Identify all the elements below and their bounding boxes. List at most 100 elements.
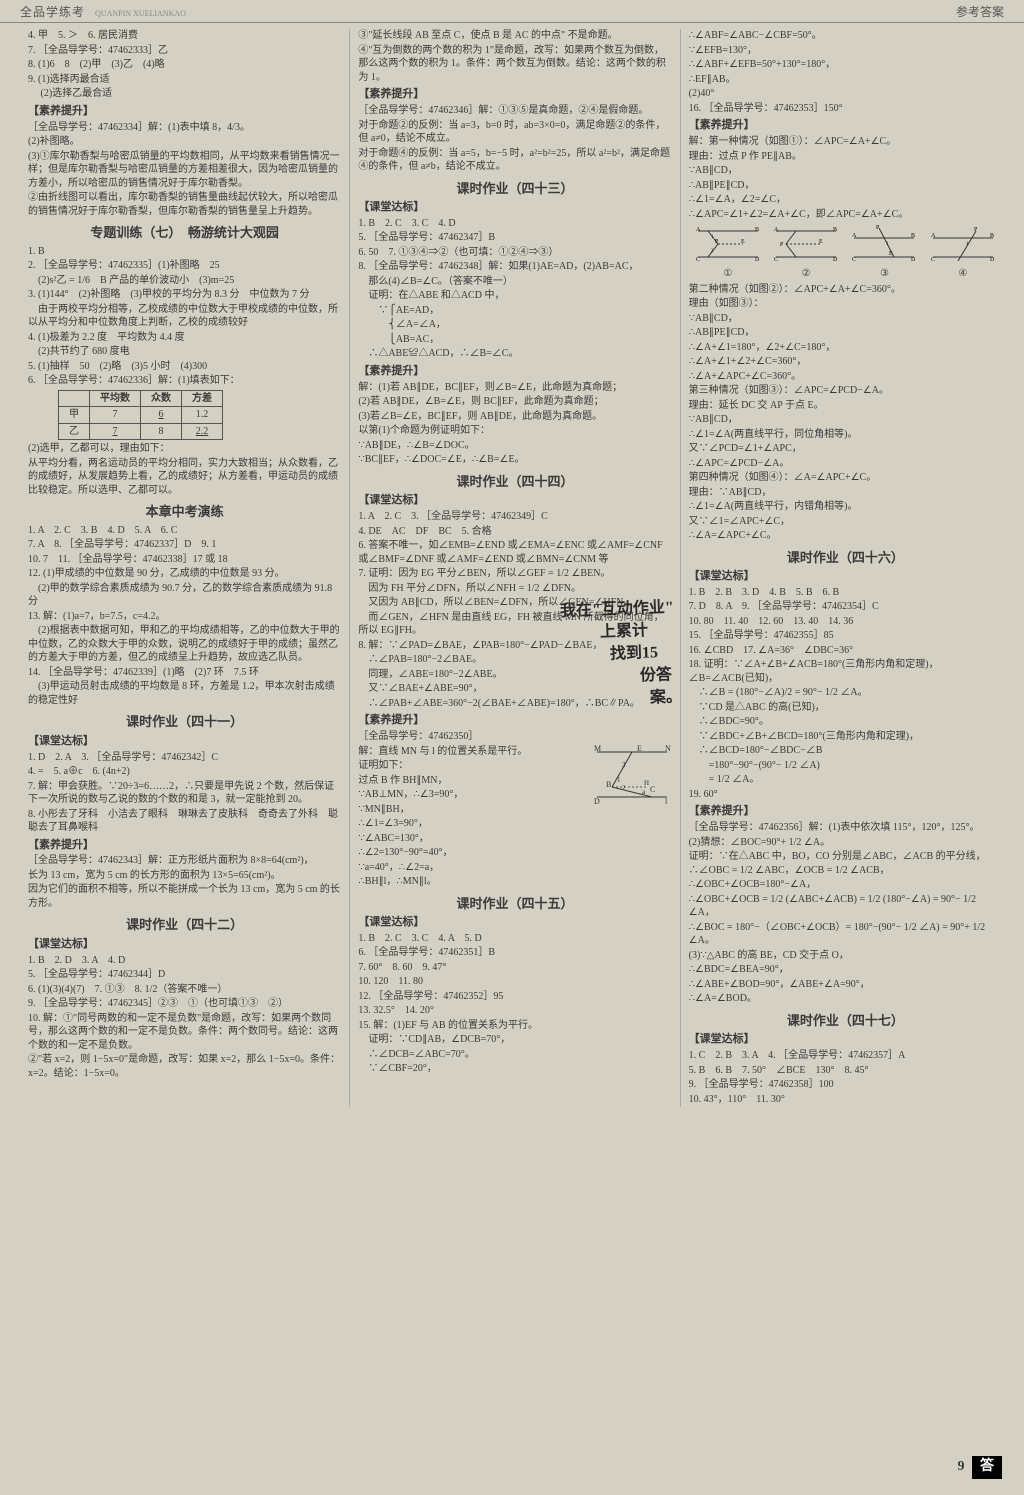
brand-pinyin: QUANPIN XUELIANKAO [95, 9, 186, 18]
text-line: 理由（如图③）： [689, 297, 1002, 311]
text-line: 10. 7 11. ［全品导学号：47462338］17 或 18 [28, 553, 341, 567]
handwriting-line5: 案。 [650, 687, 683, 707]
svg-text:3: 3 [622, 761, 626, 769]
text-line: 14. ［全品导学号：47462339］(1)略 (2)7 环 7.5 环 [28, 666, 341, 680]
c1-block3: 1. B2. ［全品导学号：47462335］(1)补图略 25 (2)s²乙 … [28, 245, 341, 388]
text-line: ∴∠BDC=∠BEA=90°， [689, 963, 1002, 977]
text-line: ［全品导学号：47462356］解：(1)表中依次填 115°，120°，125… [689, 821, 1002, 835]
c1-block8: 1. B 2. D 3. A 4. D5. ［全品导学号：47462344］D6… [28, 954, 341, 1081]
cell: 1.2 [182, 407, 223, 424]
text-line: 第二种情况（如图②）：∠APC+∠A+∠C=360°。 [689, 283, 1002, 297]
text-line: 证明：在△ABE 和△ACD 中， [358, 289, 671, 303]
text-line: 那么(4)∠B=∠C。（答案不唯一） [358, 275, 671, 289]
text-line: 第四种情况（如图④）：∠A=∠APC+∠C。 [689, 471, 1002, 485]
c2-sub1: 【素养提升】 [358, 87, 671, 102]
cell: 6 [141, 407, 182, 424]
text-line: ∵∠EFB=130°， [689, 44, 1002, 58]
diagram-2-icon: AB CD PE [771, 223, 841, 265]
text-line: 解：第一种情况（如图①）：∠APC=∠A+∠C。 [689, 135, 1002, 149]
c2-title3: 课时作业（四十五） [358, 895, 671, 913]
text-line: ∴AB∥PE∥CD， [689, 326, 1002, 340]
text-line: 16. ∠CBD 17. ∠A=36° ∠DBC=36° [689, 644, 1002, 658]
text-line: 3. (1)144° (2)补图略 (3)甲校的平均分为 8.3 分 中位数为 … [28, 288, 341, 302]
svg-text:E: E [819, 239, 823, 245]
c3-title1: 课时作业（四十六） [689, 549, 1002, 567]
svg-text:C: C [931, 257, 935, 263]
svg-text:E: E [637, 744, 642, 753]
column-1: 4. 甲 5. ＞ 6. 居民消费7. ［全品导学号：47462333］乙8. … [20, 29, 350, 1107]
text-line: (2)若 AB∥DE，∠B=∠E，则 BC∥EF，此命题为真命题； [358, 395, 671, 409]
text-line: ④"互为倒数的两个数的积为 1"是命题，改写：如果两个数互为倒数，那么这两个数的… [358, 44, 671, 85]
text-line: 1. B 2. C 3. C 4. D [358, 217, 671, 231]
svg-text:M: M [594, 744, 601, 753]
text-line: ∴∠OBC+∠OCB = 1/2 (∠ABC+∠ACB) = 1/2 (180°… [689, 893, 1002, 920]
svg-text:D: D [990, 257, 995, 263]
text-line: 1. B 2. D 3. A 4. D [28, 954, 341, 968]
c1-title4: 课时作业（四十二） [28, 916, 341, 934]
text-line: 9. (1)选择丙最合适 [28, 73, 341, 87]
text-line: ∴∠A+∠APC+∠C=360°。 [689, 370, 1002, 384]
svg-text:E: E [741, 239, 745, 245]
text-line: 10. 80 11. 40 12. 60 13. 40 14. 36 [689, 615, 1002, 629]
text-line: = 1/2 ∠A。 [689, 773, 1002, 787]
text-line: 8. ［全品导学号：47462348］解：如果(1)AE=AD，(2)AB=AC… [358, 260, 671, 274]
c1-block5: 1. A 2. C 3. B 4. D 5. A 6. C7. A 8. ［全品… [28, 524, 341, 708]
text-line: 5. ［全品导学号：47462344］D [28, 968, 341, 982]
label-1: ① [723, 267, 732, 281]
c3-block5: ［全品导学号：47462356］解：(1)表中依次填 115°，120°，125… [689, 821, 1002, 1006]
c3-sub1: 【素养提升】 [689, 118, 1002, 133]
text-line: ⎩AB=AC， [358, 333, 671, 347]
header-right: 参考答案 [956, 4, 1004, 20]
svg-text:N: N [665, 744, 671, 753]
c1-block6: 1. D 2. A 3. ［全品导学号：47462342］C4. = 5. a⊕… [28, 751, 341, 835]
svg-text:C: C [650, 785, 655, 794]
label-3: ③ [880, 267, 889, 281]
diagram-1-icon: AB CD PE 12 [693, 223, 763, 265]
text-line: 4. = 5. a⊕c 6. (4n+2) [28, 765, 341, 779]
label-2: ② [802, 267, 811, 281]
text-line: (2)选甲，乙都可以，理由如下： [28, 442, 341, 456]
c2-block3: 1. B 2. C 3. C 4. D5. ［全品导学号：47462347］B6… [358, 217, 671, 361]
text-line: ∵∠BDC+∠B+∠BCD=180°(三角形内角和定理)， [689, 730, 1002, 744]
text-line: ∴∠A=∠BOD。 [689, 992, 1002, 1006]
text-line: ∵CD 是△ABC 的高(已知)， [689, 701, 1002, 715]
text-line: (2)根据表中数据可知，甲和乙的平均成绩相等，乙的中位数大于甲的中位数，乙的众数… [28, 624, 341, 665]
text-line: 15. ［全品导学号：47462355］85 [689, 629, 1002, 643]
cell: 7 [90, 407, 141, 424]
text-line: ［全品导学号：47462346］解：①③⑤是真命题，②④是假命题。 [358, 104, 671, 118]
c3-title2: 课时作业（四十七） [689, 1012, 1002, 1030]
c2-title1: 课时作业（四十三） [358, 180, 671, 198]
c1-title2: 本章中考演练 [28, 503, 341, 521]
text-line: 7. 证明：因为 EG 平分∠BEN，所以∠GEF = 1/2 ∠BEN。 [358, 567, 671, 581]
text-line: ∴∠2=130°−90°=40°， [358, 846, 593, 860]
text-line: (3)①库尔勒香梨与哈密瓜销量的平均数相同，从平均数来看销售情况一样；但是库尔勒… [28, 150, 341, 191]
text-line: 9. ［全品导学号：47462345］②③ ①（也可填①③ ②） [28, 997, 341, 1011]
text-line: 理由：过点 P 作 PE∥AB。 [689, 150, 1002, 164]
svg-text:A: A [852, 233, 857, 239]
text-line: ∵⎧AE=AD， [358, 304, 671, 318]
svg-text:A: A [774, 227, 779, 233]
svg-text:l: l [665, 797, 668, 806]
text-line: ∵AB∥DE，∴∠B=∠DOC。 [358, 439, 671, 453]
cell: 乙 [59, 423, 90, 440]
text-line: ∴∠1=∠3=90°， [358, 817, 593, 831]
text-line: (3)甲运动员射击成绩的平均数是 8 环，方差是 1.2，甲本次射击成绩的稳定性… [28, 680, 341, 707]
c1-sub1: 【素养提升】 [28, 104, 341, 119]
svg-text:H: H [644, 779, 649, 787]
th-mode: 众数 [141, 390, 182, 407]
text-line: 7. A 8. ［全品导学号：47462337］D 9. 1 [28, 538, 341, 552]
c2-block6: ［全品导学号：47462350］解：直线 MN 与 l 的位置关系是平行。证明如… [358, 730, 593, 889]
c1-block1: 4. 甲 5. ＞ 6. 居民消费7. ［全品导学号：47462333］乙8. … [28, 29, 341, 101]
text-line: 1. B 2. C 3. C 4. A 5. D [358, 932, 671, 946]
c1-block2: ［全品导学号：47462334］解：(1)表中填 8，4/3。(2)补图略。(3… [28, 121, 341, 219]
text-line: 9. ［全品导学号：47462358］100 [689, 1078, 1002, 1092]
text-line: 1. C 2. B 3. A 4. ［全品导学号：47462357］A [689, 1049, 1002, 1063]
svg-text:a: a [642, 788, 646, 796]
text-line: 同理，∠ABE=180°−2∠ABE。 [358, 668, 671, 682]
text-line: 以第(1)个命题为例证明如下： [358, 424, 671, 438]
c3-block3: 第二种情况（如图②）：∠APC+∠A+∠C=360°。理由（如图③）：∵AB∥C… [689, 283, 1002, 543]
text-line: 7. ［全品导学号：47462333］乙 [28, 44, 341, 58]
svg-text:C: C [852, 257, 856, 263]
text-line: 1. B [28, 245, 341, 259]
label-4: ④ [958, 267, 967, 281]
